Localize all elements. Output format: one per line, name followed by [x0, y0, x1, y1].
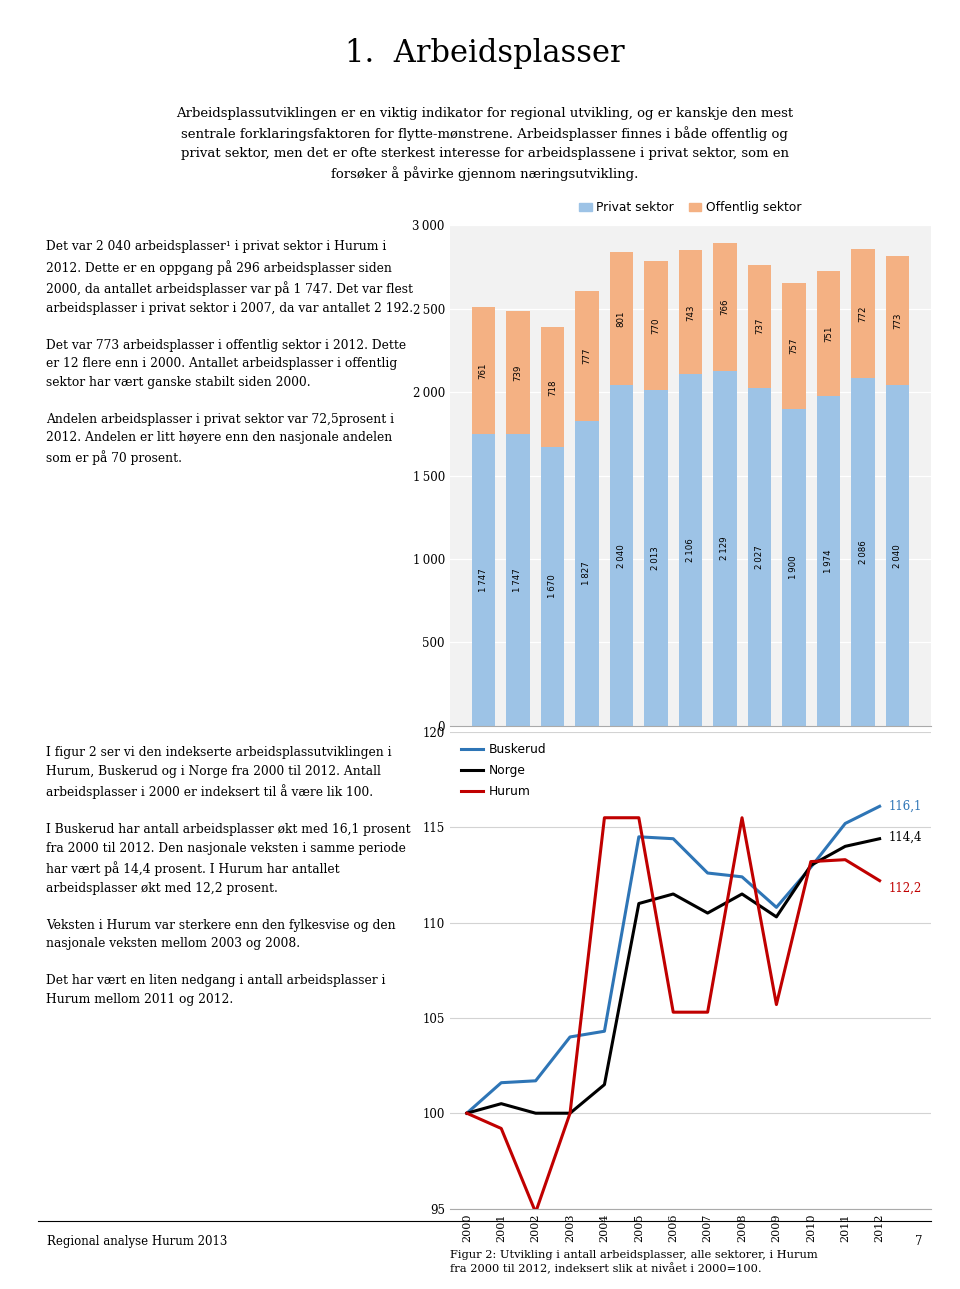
Bar	[782, 282, 805, 409]
Legend: Privat sektor, Offentlig sektor: Privat sektor, Offentlig sektor	[574, 196, 806, 219]
Text: Det var 2 040 arbeidsplasser¹ i privat sektor i Hurum i
2012. Dette er en oppgan: Det var 2 040 arbeidsplasser¹ i privat s…	[46, 240, 413, 465]
Text: 1 747: 1 747	[479, 568, 488, 592]
Bar	[817, 271, 840, 397]
Text: 2 106: 2 106	[686, 539, 695, 562]
Bar	[713, 371, 736, 726]
Bar	[540, 327, 564, 447]
Bar	[644, 262, 667, 391]
X-axis label: Figur 1: Antall arbeidsplasser i offentlig og privat sektor i Hurum
fra 2000 til: Figur 1: Antall arbeidsplasser i offentl…	[449, 768, 828, 789]
Bar	[506, 311, 530, 434]
Text: 751: 751	[824, 326, 833, 342]
Text: 770: 770	[652, 317, 660, 334]
Text: 743: 743	[686, 304, 695, 321]
Bar	[748, 264, 771, 388]
Bar	[575, 422, 599, 726]
Text: 737: 737	[755, 318, 764, 334]
Text: 1 827: 1 827	[583, 562, 591, 585]
Text: Arbeidsplassutviklingen er en viktig indikator for regional utvikling, og er kan: Arbeidsplassutviklingen er en viktig ind…	[177, 107, 793, 182]
Bar	[471, 434, 495, 726]
Bar	[886, 257, 909, 385]
Text: I figur 2 ser vi den indekserte arbeidsplassutviklingen i
Hurum, Buskerud og i N: I figur 2 ser vi den indekserte arbeidsp…	[46, 746, 411, 1005]
Bar	[713, 242, 736, 371]
Text: 2 027: 2 027	[755, 545, 764, 568]
Bar	[575, 291, 599, 422]
Text: 114,4: 114,4	[888, 830, 922, 843]
Text: 801: 801	[617, 311, 626, 327]
Bar	[610, 385, 633, 726]
Bar	[679, 250, 702, 375]
Text: Regional analyse Hurum 2013: Regional analyse Hurum 2013	[47, 1235, 228, 1249]
Text: 2 040: 2 040	[893, 544, 902, 567]
Bar	[748, 388, 771, 726]
Bar	[540, 447, 564, 726]
Text: 1 900: 1 900	[789, 556, 799, 579]
Text: 1.  Arbeidsplasser: 1. Arbeidsplasser	[345, 37, 625, 68]
Text: 7: 7	[915, 1235, 923, 1249]
Text: 1 747: 1 747	[514, 568, 522, 592]
Bar	[852, 378, 875, 726]
Bar	[679, 375, 702, 726]
Text: 2 013: 2 013	[652, 547, 660, 570]
Text: 112,2: 112,2	[888, 882, 922, 895]
Bar	[782, 409, 805, 726]
Bar	[886, 385, 909, 726]
Legend: Buskerud, Norge, Hurum: Buskerud, Norge, Hurum	[456, 739, 551, 803]
Text: 718: 718	[548, 379, 557, 396]
Text: 2 040: 2 040	[617, 544, 626, 567]
Bar	[817, 397, 840, 726]
Text: 773: 773	[893, 313, 902, 329]
Bar	[506, 434, 530, 726]
Text: 777: 777	[583, 348, 591, 365]
Text: 739: 739	[514, 365, 522, 380]
Bar	[610, 251, 633, 385]
Text: 757: 757	[789, 338, 799, 354]
Bar	[644, 391, 667, 726]
Text: 2 086: 2 086	[858, 540, 868, 563]
Text: 116,1: 116,1	[888, 799, 922, 813]
Bar	[852, 249, 875, 378]
Text: 772: 772	[858, 305, 868, 322]
Text: 766: 766	[720, 299, 730, 315]
Text: 1 974: 1 974	[824, 549, 833, 574]
Text: 761: 761	[479, 362, 488, 379]
X-axis label: Figur 2: Utvikling i antall arbeidsplasser, alle sektorer, i Hurum
fra 2000 til : Figur 2: Utvikling i antall arbeidsplass…	[449, 1250, 817, 1274]
Text: 2 129: 2 129	[720, 536, 730, 561]
Text: 1 670: 1 670	[548, 575, 557, 598]
Bar	[471, 307, 495, 434]
